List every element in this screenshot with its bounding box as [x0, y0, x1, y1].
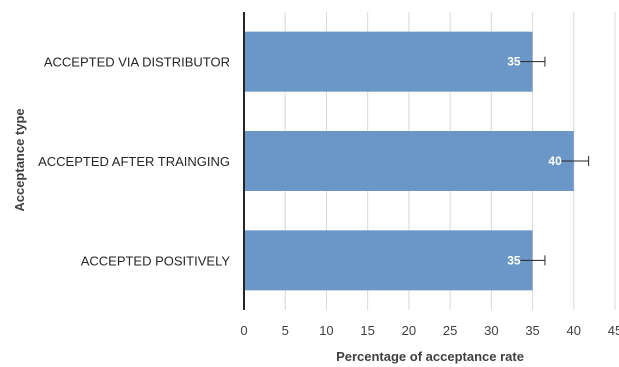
- bar: [245, 230, 533, 291]
- x-tick-label: 25: [443, 323, 457, 338]
- x-tick-label: 20: [402, 323, 416, 338]
- axes: 0 5 10 15 20 25 30 35 40 45 ACCEPTED VIA DISTRIBUT…: [38, 12, 619, 338]
- bar: [245, 131, 574, 191]
- bar: [245, 31, 533, 92]
- data-label: 35: [507, 253, 521, 267]
- x-tick-label: 40: [567, 323, 581, 338]
- x-tick-label: 10: [319, 323, 333, 338]
- data-label: 35: [507, 55, 521, 69]
- y-category-label: ACCEPTED AFTER TRAINGING: [38, 154, 230, 169]
- x-tick-label: 0: [240, 323, 247, 338]
- y-axis-title: Acceptance type: [12, 108, 27, 211]
- y-category-label: ACCEPTED POSITIVELY: [81, 253, 231, 268]
- x-tick-label: 15: [360, 323, 374, 338]
- x-tick-label: 5: [282, 323, 289, 338]
- x-tick-label: 35: [525, 323, 539, 338]
- x-axis-title: Percentage of acceptance rate: [336, 349, 524, 364]
- x-tick-label: 45: [608, 323, 619, 338]
- data-label: 40: [548, 154, 562, 168]
- bars: 35 40 35: [245, 31, 590, 291]
- x-tick-label: 30: [484, 323, 498, 338]
- y-category-label: ACCEPTED VIA DISTRIBUTOR: [44, 55, 230, 70]
